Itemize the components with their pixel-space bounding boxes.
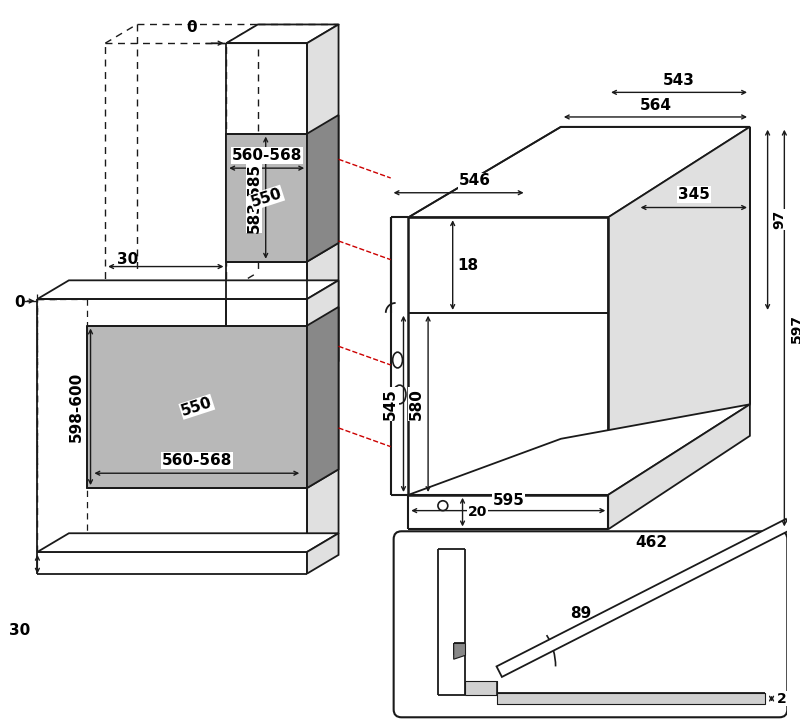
Ellipse shape [393, 352, 402, 368]
Text: 595: 595 [492, 493, 524, 508]
FancyBboxPatch shape [394, 531, 787, 717]
Text: 2: 2 [777, 692, 786, 706]
Text: 564: 564 [639, 98, 671, 113]
Text: 543: 543 [663, 73, 695, 88]
Text: 550: 550 [250, 186, 284, 210]
Polygon shape [608, 404, 750, 529]
Text: 462: 462 [635, 534, 667, 550]
Polygon shape [454, 643, 466, 659]
Polygon shape [38, 280, 338, 299]
Polygon shape [307, 115, 338, 261]
Text: 89: 89 [570, 606, 591, 621]
Polygon shape [497, 693, 765, 704]
Text: 30: 30 [118, 252, 138, 267]
Polygon shape [226, 134, 307, 261]
Polygon shape [409, 404, 750, 495]
Polygon shape [307, 280, 338, 552]
Text: 18: 18 [457, 258, 478, 272]
Text: 583-585: 583-585 [246, 163, 262, 233]
Polygon shape [307, 534, 338, 574]
Polygon shape [608, 127, 750, 495]
Polygon shape [307, 307, 338, 488]
Ellipse shape [393, 385, 406, 404]
Polygon shape [466, 681, 497, 695]
Text: 550: 550 [179, 395, 214, 419]
Text: 560-568: 560-568 [231, 148, 302, 163]
Polygon shape [226, 25, 338, 43]
Polygon shape [226, 243, 338, 261]
Text: 598-600: 598-600 [70, 372, 84, 442]
Polygon shape [409, 127, 750, 217]
Text: 580: 580 [409, 388, 424, 420]
Circle shape [438, 501, 448, 510]
Polygon shape [307, 25, 338, 380]
Text: 345: 345 [678, 187, 710, 203]
Text: 0: 0 [14, 295, 25, 311]
Polygon shape [86, 469, 338, 488]
Text: 597: 597 [790, 314, 800, 343]
Polygon shape [497, 519, 791, 677]
Text: 545: 545 [383, 388, 398, 420]
Polygon shape [86, 325, 307, 488]
Text: 97: 97 [773, 211, 786, 229]
Polygon shape [38, 534, 338, 552]
Text: 0: 0 [186, 20, 198, 35]
Text: 546: 546 [458, 174, 490, 189]
Text: 560-568: 560-568 [162, 453, 232, 468]
Text: 20: 20 [468, 505, 487, 519]
Text: 30: 30 [9, 623, 30, 638]
